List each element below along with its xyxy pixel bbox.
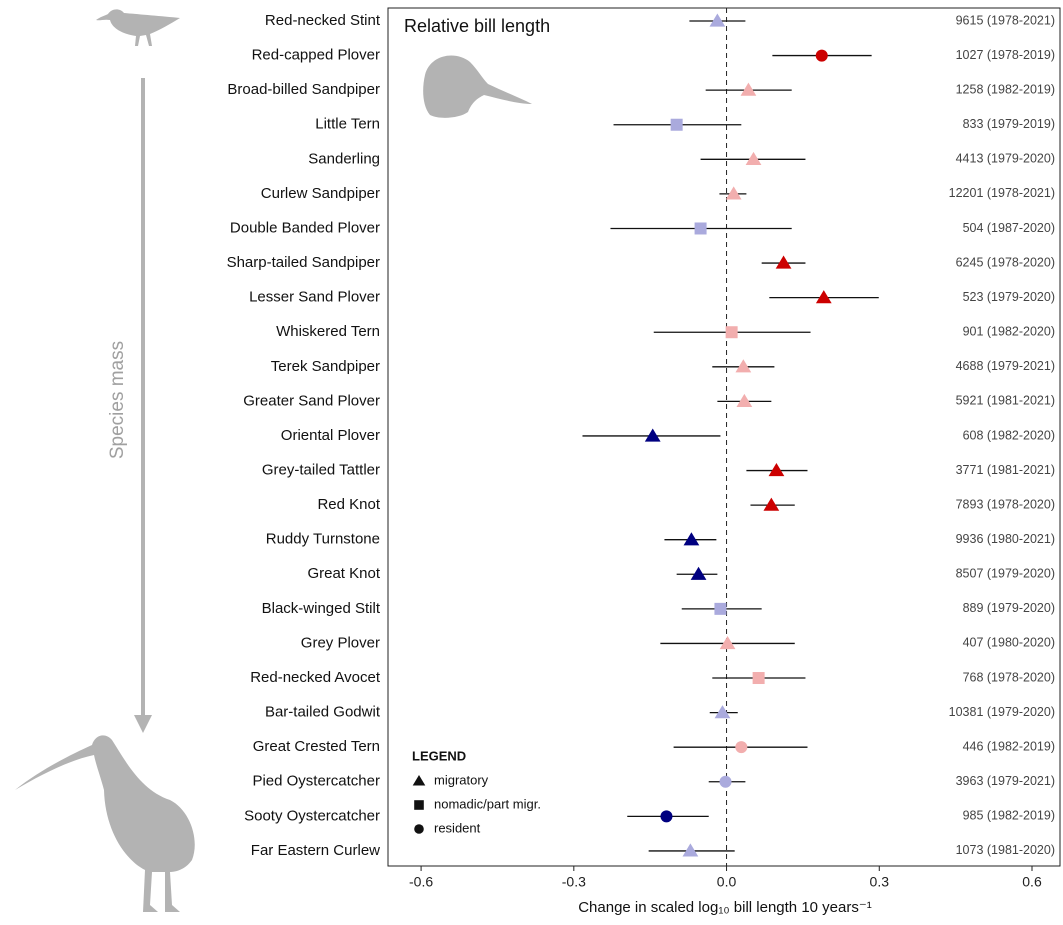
legend-label: migratory bbox=[434, 772, 489, 787]
x-tick-label: 0.3 bbox=[870, 874, 890, 890]
sample-label: 5921 (1981-2021) bbox=[956, 394, 1055, 408]
x-tick-label: -0.6 bbox=[409, 874, 433, 890]
sample-label: 3771 (1981-2021) bbox=[956, 463, 1055, 477]
point-estimate bbox=[746, 152, 762, 165]
category-label: Sooty Oystercatcher bbox=[244, 807, 380, 824]
sample-label: 10381 (1979-2020) bbox=[949, 705, 1055, 719]
category-label: Double Banded Plover bbox=[230, 219, 380, 236]
point-estimate bbox=[735, 359, 751, 372]
category-label: Red-necked Stint bbox=[265, 12, 381, 29]
point-estimate bbox=[714, 603, 726, 615]
point-estimate bbox=[720, 636, 736, 649]
point-estimate bbox=[684, 532, 700, 545]
sample-label: 6245 (1978-2020) bbox=[956, 255, 1055, 269]
sample-label: 889 (1979-2020) bbox=[963, 601, 1055, 615]
point-estimate bbox=[715, 705, 731, 718]
x-tick-label: 0.0 bbox=[717, 874, 737, 890]
sample-label: 985 (1982-2019) bbox=[963, 809, 1055, 823]
category-label: Whiskered Tern bbox=[276, 323, 380, 340]
point-estimate bbox=[671, 119, 683, 131]
sample-label: 12201 (1978-2021) bbox=[949, 186, 1055, 200]
point-estimate bbox=[769, 463, 785, 476]
point-estimate bbox=[816, 50, 828, 62]
category-label: Great Knot bbox=[307, 565, 380, 582]
category-label: Sanderling bbox=[308, 150, 380, 167]
point-estimate bbox=[683, 843, 699, 856]
sample-label: 9936 (1980-2021) bbox=[956, 532, 1055, 546]
category-label: Greater Sand Plover bbox=[243, 392, 380, 409]
point-estimate bbox=[726, 326, 738, 338]
legend-symbol bbox=[413, 775, 426, 786]
plot-frame bbox=[388, 8, 1060, 866]
category-label: Sharp-tailed Sandpiper bbox=[227, 254, 380, 271]
sample-label: 901 (1982-2020) bbox=[963, 325, 1055, 339]
category-label: Curlew Sandpiper bbox=[261, 185, 380, 202]
sample-label: 1258 (1982-2019) bbox=[956, 82, 1055, 96]
category-label: Pied Oystercatcher bbox=[252, 773, 380, 790]
arrow-shaft bbox=[141, 78, 145, 718]
category-label: Red Knot bbox=[317, 496, 380, 513]
sample-label: 9615 (1978-2021) bbox=[956, 13, 1055, 27]
chart: Relative bill length Species mass Change… bbox=[0, 0, 1063, 920]
category-label: Terek Sandpiper bbox=[271, 358, 380, 375]
sample-label: 4688 (1979-2021) bbox=[956, 359, 1055, 373]
point-estimate bbox=[816, 290, 832, 303]
point-estimate bbox=[776, 256, 792, 269]
x-axis-label: Change in scaled log₁₀ bill length 10 ye… bbox=[578, 899, 872, 916]
point-estimate bbox=[695, 222, 707, 234]
point-estimate bbox=[753, 672, 765, 684]
x-tick-label: 0.6 bbox=[1022, 874, 1042, 890]
point-estimate bbox=[660, 810, 672, 822]
category-label: Far Eastern Curlew bbox=[251, 842, 380, 859]
sample-label: 7893 (1978-2020) bbox=[956, 497, 1055, 511]
category-label: Lesser Sand Plover bbox=[249, 289, 380, 306]
point-estimate bbox=[741, 83, 757, 96]
page: Relative bill length Species mass Change… bbox=[0, 0, 1063, 925]
point-estimate bbox=[763, 498, 779, 511]
legend-symbol bbox=[414, 800, 424, 810]
sample-label: 768 (1978-2020) bbox=[963, 670, 1055, 684]
y-axis-label: Species mass bbox=[107, 341, 128, 459]
sample-label: 407 (1980-2020) bbox=[963, 636, 1055, 650]
sample-label: 523 (1979-2020) bbox=[963, 290, 1055, 304]
sample-label: 833 (1979-2019) bbox=[963, 117, 1055, 131]
sample-label: 504 (1987-2020) bbox=[963, 221, 1055, 235]
legend-symbol bbox=[414, 824, 424, 834]
category-label: Black-winged Stilt bbox=[262, 600, 381, 617]
annotation: Relative bill length bbox=[404, 16, 550, 36]
arrow-head bbox=[134, 715, 152, 733]
category-label: Grey Plover bbox=[301, 634, 380, 651]
point-estimate bbox=[645, 428, 661, 441]
sample-label: 1027 (1978-2019) bbox=[956, 48, 1055, 62]
category-label: Oriental Plover bbox=[281, 427, 380, 444]
sample-label: 1073 (1981-2020) bbox=[956, 843, 1055, 857]
sample-label: 8507 (1979-2020) bbox=[956, 567, 1055, 581]
point-estimate bbox=[710, 14, 726, 27]
sample-label: 446 (1982-2019) bbox=[963, 739, 1055, 753]
category-label: Broad-billed Sandpiper bbox=[227, 81, 380, 98]
category-label: Little Tern bbox=[315, 116, 380, 133]
x-tick-label: -0.3 bbox=[562, 874, 586, 890]
point-estimate bbox=[735, 741, 747, 753]
point-estimate bbox=[736, 394, 752, 407]
sample-label: 608 (1982-2020) bbox=[963, 428, 1055, 442]
category-label: Red-capped Plover bbox=[252, 47, 380, 64]
legend-label: nomadic/part migr. bbox=[434, 796, 541, 811]
sample-label: 4413 (1979-2020) bbox=[956, 152, 1055, 166]
category-label: Grey-tailed Tattler bbox=[262, 462, 380, 479]
category-label: Bar-tailed Godwit bbox=[265, 704, 381, 721]
sample-label: 3963 (1979-2021) bbox=[956, 774, 1055, 788]
small-bird bbox=[96, 9, 180, 46]
point-estimate bbox=[720, 776, 732, 788]
category-label: Great Crested Tern bbox=[253, 738, 380, 755]
category-label: Red-necked Avocet bbox=[250, 669, 381, 686]
legend-label: resident bbox=[434, 820, 481, 835]
point-estimate bbox=[691, 567, 707, 580]
category-label: Ruddy Turnstone bbox=[266, 531, 380, 548]
legend-title: LEGEND bbox=[412, 748, 466, 763]
bill-head bbox=[423, 56, 532, 118]
point-estimate bbox=[726, 186, 742, 199]
curlew-bird bbox=[15, 735, 195, 912]
